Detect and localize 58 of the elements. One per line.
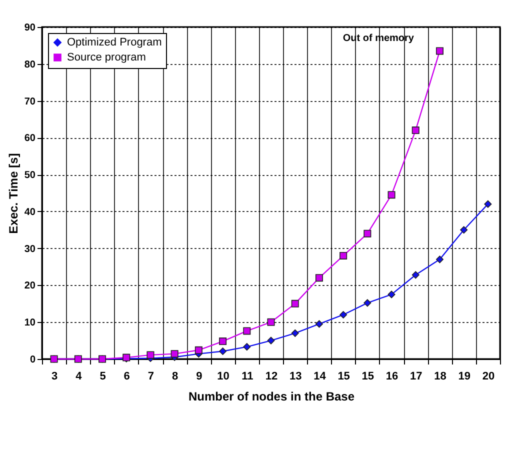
- point: [436, 256, 444, 264]
- x-tick-label: 14: [314, 370, 327, 382]
- point: [243, 327, 251, 335]
- y-tick-label: 40: [24, 206, 36, 218]
- point: [219, 348, 227, 356]
- point: [436, 47, 444, 55]
- point: [364, 299, 372, 307]
- point: [243, 343, 251, 351]
- x-tick-label: 15: [338, 370, 350, 382]
- legend-label: Source program: [67, 52, 146, 64]
- y-tick-label: 80: [24, 59, 36, 70]
- x-tick-label: 18: [434, 370, 446, 382]
- point: [291, 300, 299, 308]
- point: [340, 252, 348, 260]
- point: [194, 346, 202, 354]
- x-tick-label: 20: [482, 370, 495, 382]
- point: [170, 350, 178, 358]
- point: [267, 318, 275, 326]
- point: [412, 126, 420, 134]
- point: [484, 200, 492, 208]
- x-tick-label: 9: [196, 370, 202, 382]
- x-tick-label: 10: [217, 370, 230, 382]
- point: [219, 338, 227, 346]
- y-tick-label: 30: [24, 244, 36, 255]
- point: [460, 226, 468, 234]
- x-tick-label: 4: [76, 370, 83, 382]
- point: [315, 274, 323, 282]
- x-tick-label: 12: [265, 370, 278, 382]
- x-tick-label: 16: [386, 370, 398, 382]
- point: [388, 191, 396, 199]
- point: [412, 271, 420, 279]
- x-tick-label: 6: [124, 370, 130, 382]
- y-axis-title: Exec. Time [s]: [6, 153, 20, 234]
- x-tick-label: 8: [172, 370, 178, 382]
- x-axis-title: Number of nodes in the Base: [188, 390, 355, 404]
- x-tick-label: 7: [148, 370, 154, 382]
- legend-label: Optimized Program: [67, 36, 162, 48]
- point: [364, 230, 372, 238]
- y-tick-label: 0: [30, 354, 36, 366]
- point: [340, 310, 348, 318]
- point: [315, 320, 323, 328]
- x-tick-label: 11: [242, 370, 254, 382]
- y-tick-label: 50: [24, 170, 36, 182]
- point: [291, 329, 299, 337]
- x-tick-label: 5: [100, 370, 106, 382]
- x-tick-label: 3: [51, 370, 58, 382]
- y-tick-label: 60: [24, 133, 36, 144]
- x-tick-label: 13: [289, 370, 302, 382]
- point: [146, 351, 154, 359]
- point: [267, 336, 275, 344]
- x-tick-label: 17: [410, 370, 422, 382]
- x-tick-label: 15: [362, 370, 374, 382]
- y-tick-label: 10: [24, 318, 36, 329]
- x-tick-label: 19: [458, 370, 470, 382]
- y-tick-label: 20: [24, 280, 36, 292]
- y-tick-label: 90: [24, 22, 36, 34]
- y-tick-label: 70: [24, 96, 36, 108]
- point: [388, 290, 396, 298]
